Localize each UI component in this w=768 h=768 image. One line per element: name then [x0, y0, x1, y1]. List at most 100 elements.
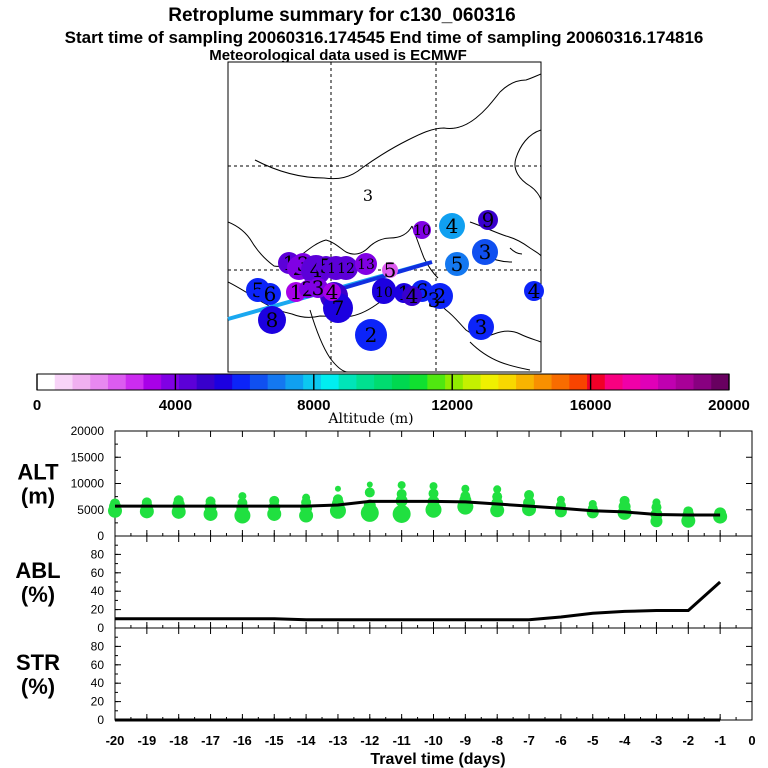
panel-str: 0 20 40 60 80 STR(%) [16, 627, 753, 727]
plume-cluster-label: 3 [363, 186, 373, 205]
colorbar-swatch [516, 374, 535, 390]
colorbar-swatch [569, 374, 588, 390]
y-tick-label: 0 [97, 713, 104, 727]
alt-cluster-point [588, 499, 597, 508]
plume-cluster-label: 4 [446, 214, 459, 238]
panel-frame [114, 535, 753, 629]
alt-cluster-point [364, 487, 375, 498]
plume-cluster-marker [259, 283, 281, 305]
plume-cluster-marker [478, 210, 498, 230]
colorbar-swatch [409, 374, 428, 390]
x-tick-label: -6 [555, 733, 567, 748]
alt-cluster-point [493, 485, 502, 494]
plume-cluster-label: 6 [264, 282, 277, 306]
colorbar-swatch [320, 374, 340, 390]
x-tick-label: -3 [651, 733, 663, 748]
alt-cluster-point [334, 485, 341, 492]
panel-label: ABL [15, 558, 60, 583]
alt-cluster-point [173, 495, 184, 506]
plume-cluster-marker [468, 314, 494, 340]
alt-cluster-point [269, 495, 280, 506]
plume-cluster-label: 10 [413, 223, 431, 239]
colorbar-swatch [214, 374, 233, 390]
colorbar-swatch [498, 374, 517, 390]
colorbar-swatch [533, 374, 552, 390]
x-tick-label: -8 [491, 733, 503, 748]
colorbar-swatch [196, 374, 215, 390]
x-tick-label: -13 [329, 733, 348, 748]
y-tick-label: 5000 [77, 503, 104, 517]
colorbar-swatch [374, 374, 393, 390]
alt-cluster-point [392, 504, 411, 523]
colorbar-tick-label: 20000 [708, 397, 750, 414]
plume-clusters: 123456789101112135612345614249105332433 [227, 186, 544, 351]
colorbar-label: Altitude (m) [327, 411, 413, 427]
colorbar-tick-label: 12000 [431, 397, 473, 414]
colorbar-swatch [72, 374, 91, 390]
x-tick-label: -17 [201, 733, 220, 748]
panel-label-unit: (m) [21, 484, 55, 509]
plume-cluster-label: 13 [357, 257, 375, 273]
plume-cluster-label: 9 [482, 208, 495, 232]
plume-cluster-marker [323, 283, 341, 301]
y-tick-label: 15000 [71, 450, 105, 464]
plume-cluster-marker [427, 283, 453, 309]
plume-cluster-marker [334, 256, 358, 280]
x-tick-label: -1 [714, 733, 726, 748]
colorbar-swatch [711, 374, 730, 390]
alt-cluster-point [652, 498, 661, 507]
x-tick-label: -16 [233, 733, 252, 748]
colorbar-swatch [551, 374, 570, 390]
colorbar-swatch [675, 374, 694, 390]
panel-alt: 0 5000 10000 15000 20000 ALT(m) [17, 424, 753, 543]
time-series-panels: 05000100001500020000ALT(m)020406080ABL(%… [15, 424, 755, 748]
y-tick-label: 0 [97, 621, 104, 635]
plume-cluster-label: 2 [434, 284, 447, 308]
x-tick-label: -18 [169, 733, 188, 748]
x-tick-label: -9 [460, 733, 472, 748]
title-line-1: Retroplume summary for c130_060316 [168, 5, 515, 26]
colorbar-swatch [622, 374, 641, 390]
x-tick-label: -2 [683, 733, 695, 748]
colorbar-swatch [658, 374, 677, 390]
colorbar-tick-label: 4000 [159, 397, 192, 414]
y-tick-label: 80 [91, 639, 105, 653]
colorbar-swatch [107, 374, 127, 390]
y-tick-label: 80 [91, 547, 105, 561]
plume-cluster-label: 8 [266, 308, 279, 332]
colorbar-swatch [640, 374, 659, 390]
x-tick-label: -7 [523, 733, 535, 748]
plume-centroid-track-dark [329, 260, 433, 294]
x-axis-label: Travel time (days) [370, 751, 505, 768]
alt-cluster-point [556, 495, 565, 504]
plume-cluster-label: 7 [332, 296, 345, 320]
x-tick-label: -15 [265, 733, 284, 748]
y-tick-label: 0 [97, 529, 104, 543]
title-line-3: Meteorological data used is ECMWF [209, 47, 467, 64]
colorbar-swatch [90, 374, 109, 390]
colorbar-swatch [445, 374, 464, 390]
alt-cluster-point [302, 493, 311, 502]
panel-label: ALT [17, 460, 59, 485]
alt-cluster-point [332, 494, 343, 505]
colorbar-swatch [54, 374, 73, 390]
plume-cluster-marker [402, 286, 422, 306]
plume-cluster-marker [372, 280, 396, 304]
panel-abl: 0 20 40 60 80 ABL(%) [15, 535, 753, 635]
x-tick-label: -11 [393, 733, 411, 748]
colorbar-swatch [338, 374, 357, 390]
colorbar-tick-label: 16000 [570, 397, 612, 414]
plume-cluster-label: 12 [337, 261, 355, 277]
plume-cluster-marker [308, 278, 328, 298]
plume-cluster-label: 10 [375, 285, 393, 301]
colorbar-tick-label: 0 [33, 397, 41, 414]
alt-cluster-point [714, 507, 727, 520]
title-line-2: Start time of sampling 20060316.174545 E… [65, 28, 704, 47]
colorbar-swatch [285, 374, 304, 390]
alt-cluster-point [396, 489, 407, 499]
colorbar-tick-label: 8000 [297, 397, 330, 414]
alt-cluster-point [492, 491, 503, 502]
x-tick-label: 0 [748, 733, 755, 748]
x-tick-label: -14 [297, 733, 317, 748]
colorbar-swatch [267, 374, 286, 390]
